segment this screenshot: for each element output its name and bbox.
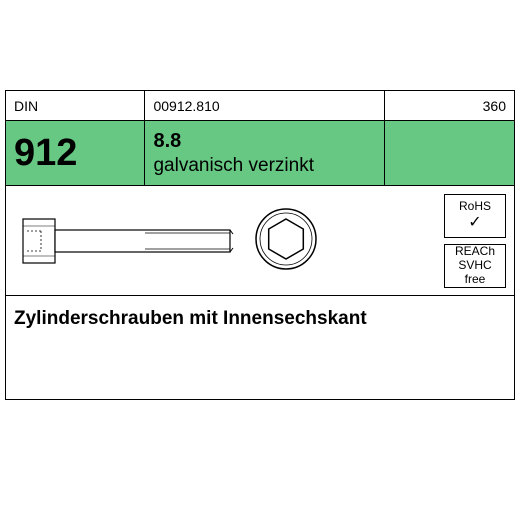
spec-empty-cell [385, 121, 515, 185]
compliance-badges: RoHS ✓ REACh SVHC free [444, 194, 506, 288]
header-code: 360 [385, 91, 515, 120]
grade-value: 8.8 [153, 130, 375, 153]
reach-badge: REACh SVHC free [444, 244, 506, 288]
screw-head-front-view [251, 204, 321, 274]
reach-line2: SVHC [458, 259, 491, 273]
spec-card: DIN 00912.810 360 912 8.8 galvanisch ver… [5, 90, 515, 400]
product-title: Zylinderschrauben mit Innensechskant [6, 296, 514, 342]
diagram-area: RoHS ✓ REACh SVHC free [6, 186, 514, 296]
spec-row: 912 8.8 galvanisch verzinkt [6, 121, 514, 186]
screw-side-view [21, 206, 236, 276]
header-din-label: DIN [6, 91, 145, 120]
grade-finish-cell: 8.8 galvanisch verzinkt [145, 121, 384, 185]
header-partno: 00912.810 [145, 91, 384, 120]
check-icon: ✓ [468, 214, 481, 232]
finish-value: galvanisch verzinkt [153, 155, 375, 177]
header-row: DIN 00912.810 360 [6, 91, 514, 121]
din-number-cell: 912 [6, 121, 145, 185]
din-number: 912 [14, 134, 136, 172]
rohs-badge: RoHS ✓ [444, 194, 506, 238]
reach-line1: REACh [455, 245, 495, 259]
rohs-label: RoHS [459, 200, 491, 214]
reach-line3: free [465, 273, 486, 287]
